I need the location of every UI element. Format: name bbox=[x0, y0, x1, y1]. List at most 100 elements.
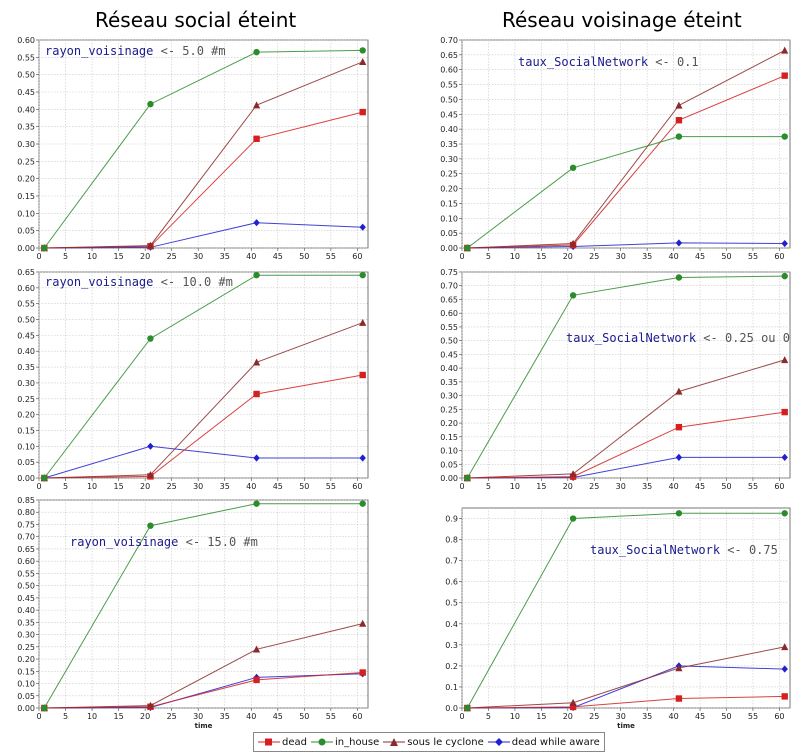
y-tick-label: 0.45 bbox=[17, 88, 35, 97]
x-tick-label: 45 bbox=[695, 712, 705, 721]
chart-panel-5: 0 5 10 15 20 25 30 35 40 45 50 55 60 0.00 0.05 0.10 0.15… bbox=[17, 496, 369, 730]
data-point-in-house bbox=[359, 500, 366, 507]
data-point-sous-le-cyclone bbox=[359, 318, 367, 326]
y-tick-label: 0.0 bbox=[445, 704, 458, 713]
data-point-in-house bbox=[675, 274, 683, 281]
annotation-value: <- 15.0 #m bbox=[178, 535, 257, 549]
x-tick-label: 40 bbox=[246, 712, 256, 721]
annotation: taux_SocialNetwork <- 0.75 bbox=[590, 543, 778, 557]
data-point-in-house bbox=[569, 292, 577, 299]
y-tick-label: 0.35 bbox=[440, 378, 458, 387]
x-tick-label: 55 bbox=[748, 482, 758, 491]
x-tick-label: 25 bbox=[167, 252, 177, 261]
x-tick-label: 15 bbox=[536, 252, 546, 261]
y-tick-label: 0.10 bbox=[17, 442, 35, 451]
y-tick-label: 0.15 bbox=[440, 199, 458, 208]
y-tick-label: 0.70 bbox=[17, 533, 35, 542]
data-point-dead-while-aware bbox=[359, 223, 366, 231]
annotation-value: <- 10.0 #m bbox=[153, 275, 232, 289]
data-point-dead bbox=[781, 693, 788, 700]
y-tick-label: 0.25 bbox=[17, 395, 35, 404]
x-tick-label: 5 bbox=[63, 712, 68, 721]
x-tick-label: 55 bbox=[326, 482, 336, 491]
data-point-dead-while-aware bbox=[781, 453, 788, 461]
x-tick-label: 15 bbox=[536, 712, 546, 721]
x-tick-label: 15 bbox=[114, 712, 124, 721]
x-tick-label: 35 bbox=[220, 712, 230, 721]
data-point-dead-while-aware bbox=[781, 665, 788, 673]
y-tick-label: 0.30 bbox=[17, 379, 35, 388]
y-tick-label: 0.5 bbox=[445, 599, 458, 608]
x-axis-label: time bbox=[195, 722, 213, 730]
data-point-dead-while-aware bbox=[253, 219, 260, 227]
data-point-sous-le-cyclone bbox=[569, 239, 577, 247]
x-tick-label: 10 bbox=[510, 482, 520, 491]
x-tick-label: 0 bbox=[36, 482, 41, 491]
y-tick-label: 0.25 bbox=[17, 157, 35, 166]
y-tick-label: 0.60 bbox=[440, 309, 458, 318]
legend-item-sous-le-cyclone: sous le cyclone bbox=[383, 737, 484, 748]
y-tick-label: 0.40 bbox=[17, 606, 35, 615]
x-tick-label: 55 bbox=[326, 712, 336, 721]
series-line-sous-le-cyclone bbox=[467, 646, 785, 709]
data-point-in-house bbox=[464, 704, 471, 712]
legend-item-in-house: in_house bbox=[310, 737, 379, 748]
x-tick-label: 10 bbox=[87, 252, 97, 261]
x-tick-label: 35 bbox=[220, 252, 230, 261]
y-tick-label: 0.35 bbox=[17, 123, 35, 132]
data-point-sous-le-cyclone bbox=[146, 471, 155, 479]
y-tick-label: 0.35 bbox=[17, 618, 35, 627]
y-tick-label: 0.50 bbox=[17, 316, 35, 325]
x-tick-label: 20 bbox=[563, 482, 573, 491]
y-tick-label: 0.80 bbox=[17, 508, 35, 517]
series-line-dead-while-aware bbox=[44, 445, 363, 479]
y-tick-label: 0.4 bbox=[445, 620, 458, 629]
annotation-parameter: taux_SocialNetwork bbox=[590, 543, 721, 557]
data-point-in-house bbox=[359, 271, 366, 279]
y-tick-label: 0.00 bbox=[17, 244, 35, 253]
legend-label-dead: dead bbox=[282, 736, 307, 748]
data-point-dead bbox=[253, 135, 260, 142]
right-column-title: Réseau voisinage éteint bbox=[502, 8, 742, 32]
x-tick-label: 50 bbox=[299, 482, 309, 491]
x-tick-label: 30 bbox=[616, 712, 626, 721]
x-axis-label: time bbox=[617, 722, 635, 730]
data-point-dead bbox=[359, 669, 366, 676]
x-tick-label: 20 bbox=[563, 712, 573, 721]
series-line-in-house bbox=[466, 275, 785, 479]
y-tick-label: 0.55 bbox=[440, 81, 458, 90]
x-tick-label: 60 bbox=[352, 712, 362, 721]
y-tick-label: 0.60 bbox=[17, 557, 35, 566]
x-tick-label: 5 bbox=[486, 482, 491, 491]
y-tick-label: 0.40 bbox=[440, 125, 458, 134]
x-tick-label: 35 bbox=[642, 712, 652, 721]
chart-panel-1: 0 5 10 15 20 25 30 35 40 45 50 55 60 0.00 0.05 0.10 0.15… bbox=[17, 36, 369, 261]
plot-area bbox=[461, 271, 791, 479]
x-tick-label: 5 bbox=[63, 482, 68, 491]
y-tick-label: 0.10 bbox=[440, 447, 458, 456]
x-tick-label: 40 bbox=[669, 482, 679, 491]
data-point-dead bbox=[675, 423, 683, 431]
data-point-in-house bbox=[41, 244, 48, 252]
x-tick-label: 25 bbox=[589, 252, 599, 261]
legend-item-dead-while-aware: dead while aware bbox=[487, 737, 600, 748]
data-point-in-house bbox=[569, 515, 577, 522]
data-point-dead bbox=[569, 703, 577, 711]
dead-marker-icon bbox=[258, 738, 280, 746]
data-point-sous-le-cyclone bbox=[252, 101, 261, 109]
series-line-dead-while-aware bbox=[467, 242, 785, 249]
x-tick-label: 55 bbox=[326, 252, 336, 261]
x-tick-label: 55 bbox=[748, 252, 758, 261]
data-point-in-house bbox=[253, 500, 260, 507]
y-tick-label: 0.15 bbox=[440, 433, 458, 442]
series-line-in-house bbox=[466, 512, 785, 709]
x-tick-label: 60 bbox=[774, 482, 784, 491]
y-tick-label: 0.55 bbox=[17, 300, 35, 309]
y-tick-label: 0.15 bbox=[17, 192, 35, 201]
y-tick-label: 0.70 bbox=[440, 36, 458, 45]
y-tick-label: 0.75 bbox=[440, 268, 458, 277]
annotation: rayon_voisinage <- 10.0 #m bbox=[45, 275, 233, 289]
y-tick-label: 0.10 bbox=[17, 209, 35, 218]
chart-panel-4: 0 5 10 15 20 25 30 35 40 45 50 55 60 0.00 0.05 0.10 0.15… bbox=[440, 268, 791, 491]
y-tick-label: 0.7 bbox=[445, 557, 458, 566]
